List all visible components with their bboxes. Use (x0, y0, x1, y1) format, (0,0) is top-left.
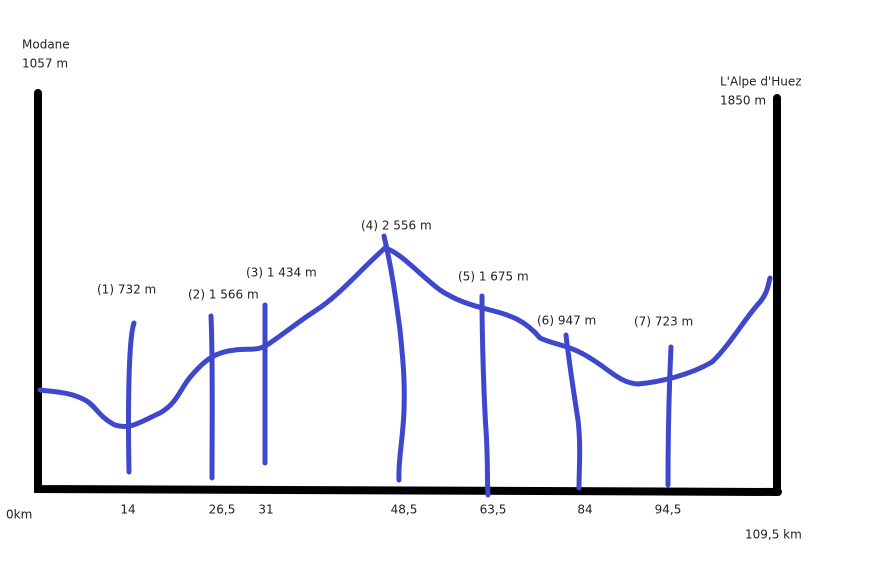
km-label: 48,5 (391, 503, 418, 517)
summit-marker (563, 332, 583, 491)
point-label: (1) 732 m (97, 283, 156, 297)
summit-marker (126, 320, 137, 475)
km-label: 26,5 (209, 503, 236, 517)
summit-marker (381, 233, 407, 483)
point-label: (4) 2 556 m (361, 219, 432, 233)
point-label: (7) 723 m (634, 315, 693, 329)
point-label: (2) 1 566 m (188, 288, 259, 302)
km-label: 31 (258, 503, 273, 517)
km-label: 63,5 (480, 503, 507, 517)
start-km: 0km (6, 508, 32, 522)
point-label: (3) 1 434 m (246, 266, 317, 280)
start-altitude: 1057 m (22, 57, 68, 71)
summit-marker (479, 293, 491, 498)
finish-name: L'Alpe d'Huez (720, 75, 802, 89)
start-name: Modane (22, 38, 70, 52)
km-label: 14 (120, 503, 135, 517)
km-label: 94,5 (655, 503, 682, 517)
point-label: (5) 1 675 m (458, 270, 529, 284)
axes (34, 89, 782, 496)
summit-marker (665, 344, 674, 488)
finish-altitude: 1850 m (720, 94, 766, 108)
finish-km: 109,5 km (745, 528, 802, 542)
point-label: (6) 947 m (537, 314, 596, 328)
km-label: 84 (577, 503, 592, 517)
points: (1) 732 m 14 (2) 1 566 m 26,5 (3) 1 434 m 31 (… (97, 219, 693, 517)
summit-marker (208, 313, 215, 481)
